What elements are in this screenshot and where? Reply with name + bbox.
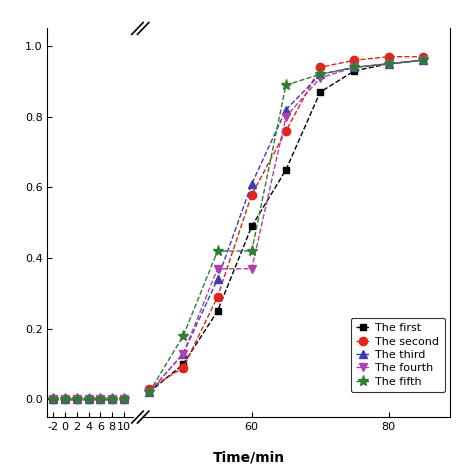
The first [352, 68, 357, 73]
Line: The second: The second [145, 53, 427, 393]
The second [181, 365, 186, 371]
The second [420, 54, 426, 60]
The second [386, 54, 392, 60]
Text: Time/min: Time/min [213, 450, 285, 465]
The third [181, 351, 186, 356]
The fifth [318, 72, 323, 77]
Line: The fourth: The fourth [145, 56, 427, 397]
Line: The third: The third [145, 56, 427, 397]
The first [318, 89, 323, 95]
The third [420, 57, 426, 63]
The fifth [420, 57, 426, 63]
The second [352, 57, 357, 63]
The first [386, 61, 392, 67]
The fourth [386, 61, 392, 67]
The fourth [215, 266, 220, 272]
The first [181, 361, 186, 367]
The third [146, 390, 152, 395]
The third [215, 276, 220, 282]
The first [249, 223, 255, 229]
The fifth [181, 333, 186, 339]
The fourth [352, 64, 357, 70]
The fourth [318, 75, 323, 81]
The fifth [352, 64, 357, 70]
The first [215, 308, 220, 314]
The second [249, 191, 255, 197]
The second [215, 294, 220, 300]
The third [249, 181, 255, 187]
Line: The fifth: The fifth [144, 55, 428, 398]
The fifth [146, 390, 152, 395]
The second [283, 128, 289, 134]
The fourth [249, 266, 255, 272]
The fourth [283, 114, 289, 119]
The fourth [420, 57, 426, 63]
The fifth [249, 248, 255, 254]
The fourth [146, 390, 152, 395]
The third [386, 61, 392, 67]
The third [318, 72, 323, 77]
The fifth [283, 82, 289, 88]
The third [283, 107, 289, 112]
The first [146, 390, 152, 395]
The first [283, 167, 289, 173]
The third [352, 64, 357, 70]
Legend: The first, The second, The third, The fourth, The fifth: The first, The second, The third, The fo… [351, 318, 445, 392]
The fifth [386, 61, 392, 67]
The second [146, 386, 152, 392]
The fifth [215, 248, 220, 254]
Line: The first: The first [146, 57, 427, 396]
The fourth [181, 351, 186, 356]
The second [318, 64, 323, 70]
The first [420, 57, 426, 63]
